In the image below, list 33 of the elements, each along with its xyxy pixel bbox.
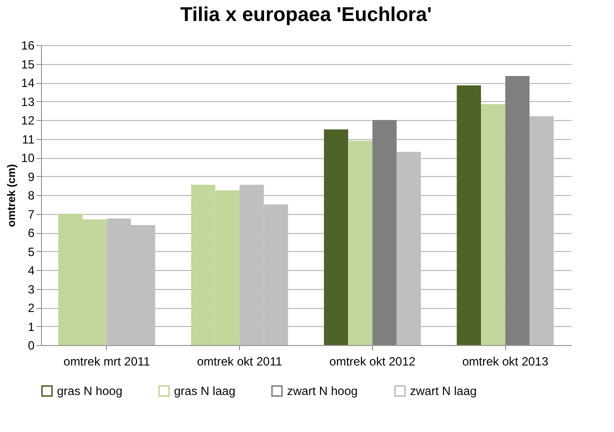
legend-label: zwart N hoog [287, 384, 358, 398]
chart-title: Tilia x europaea 'Euchlora' [180, 4, 432, 26]
y-tick-label: 16 [21, 38, 35, 52]
y-tick-label: 9 [28, 170, 35, 184]
bar [481, 104, 506, 345]
legend-label: gras N hoog [57, 384, 122, 398]
bar [324, 129, 348, 345]
y-tick-label: 14 [21, 76, 35, 90]
x-tick-label: omtrek okt 2011 [197, 354, 282, 368]
y-tick-label: 0 [28, 338, 35, 352]
y-tick-label: 13 [21, 94, 35, 109]
y-tick-label: 10 [21, 151, 35, 165]
bar [348, 140, 372, 345]
y-tick-label: 15 [21, 57, 35, 72]
y-tick-label: 2 [28, 301, 35, 315]
legend-label: zwart N laag [410, 384, 477, 398]
y-tick-label: 3 [28, 282, 35, 296]
y-tick-label: 11 [22, 132, 35, 146]
legend-label: gras N laag [174, 384, 236, 398]
y-tick-label: 6 [28, 226, 35, 240]
x-tick-label: omtrek okt 2012 [329, 354, 416, 368]
y-tick-label: 4 [28, 264, 35, 278]
y-axis-title: omtrek (cm) [6, 164, 18, 227]
y-tick-label: 5 [28, 244, 35, 259]
bar [456, 85, 482, 345]
y-tick-label: 8 [28, 188, 35, 202]
x-tick-label: omtrek okt 2013 [462, 354, 549, 368]
bar [505, 76, 530, 345]
bar [372, 120, 397, 345]
y-tick-label: 7 [28, 207, 35, 222]
y-tick-label: 12 [21, 114, 35, 128]
x-tick-label: omtrek mrt 2011 [64, 354, 150, 368]
y-tick-label: 1 [28, 320, 35, 334]
